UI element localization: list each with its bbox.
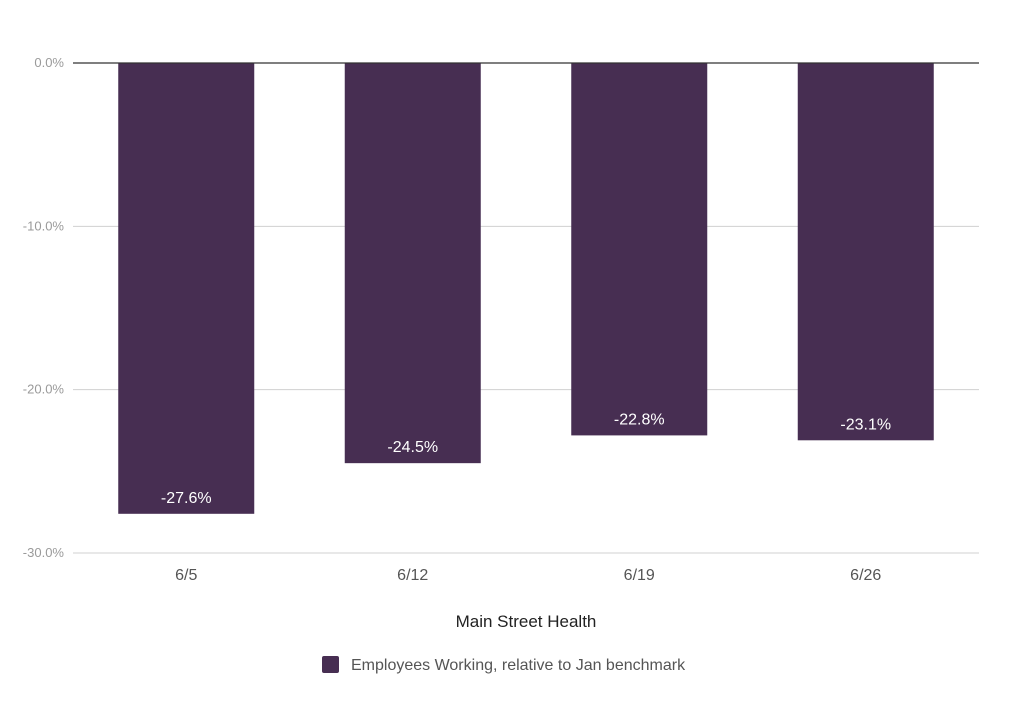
y-tick-label: -10.0% — [23, 218, 65, 233]
bar — [797, 63, 934, 441]
y-axis: 0.0% -10.0% -20.0% -30.0% — [23, 55, 65, 560]
legend-label: Employees Working, relative to Jan bench… — [351, 657, 686, 674]
y-tick-label: -30.0% — [23, 545, 65, 560]
bar — [344, 63, 481, 464]
x-axis: 6/5 6/12 6/19 6/26 — [175, 567, 881, 584]
data-label: -24.5% — [387, 439, 438, 456]
y-tick-label: -20.0% — [23, 382, 65, 397]
data-label: -23.1% — [840, 416, 891, 433]
x-tick-label: 6/26 — [850, 567, 881, 584]
x-tick-label: 6/5 — [175, 567, 197, 584]
x-axis-title: Main Street Health — [456, 612, 597, 631]
x-tick-label: 6/19 — [624, 567, 655, 584]
legend-swatch — [322, 656, 339, 673]
bar — [571, 63, 708, 436]
data-label: -27.6% — [161, 490, 212, 507]
y-tick-label: 0.0% — [34, 55, 64, 70]
bars — [118, 63, 934, 514]
data-label: -22.8% — [614, 411, 665, 428]
x-tick-label: 6/12 — [397, 567, 428, 584]
legend: Employees Working, relative to Jan bench… — [322, 656, 686, 674]
bar — [118, 63, 255, 514]
data-labels: -27.6% -24.5% -22.8% -23.1% — [161, 411, 891, 506]
